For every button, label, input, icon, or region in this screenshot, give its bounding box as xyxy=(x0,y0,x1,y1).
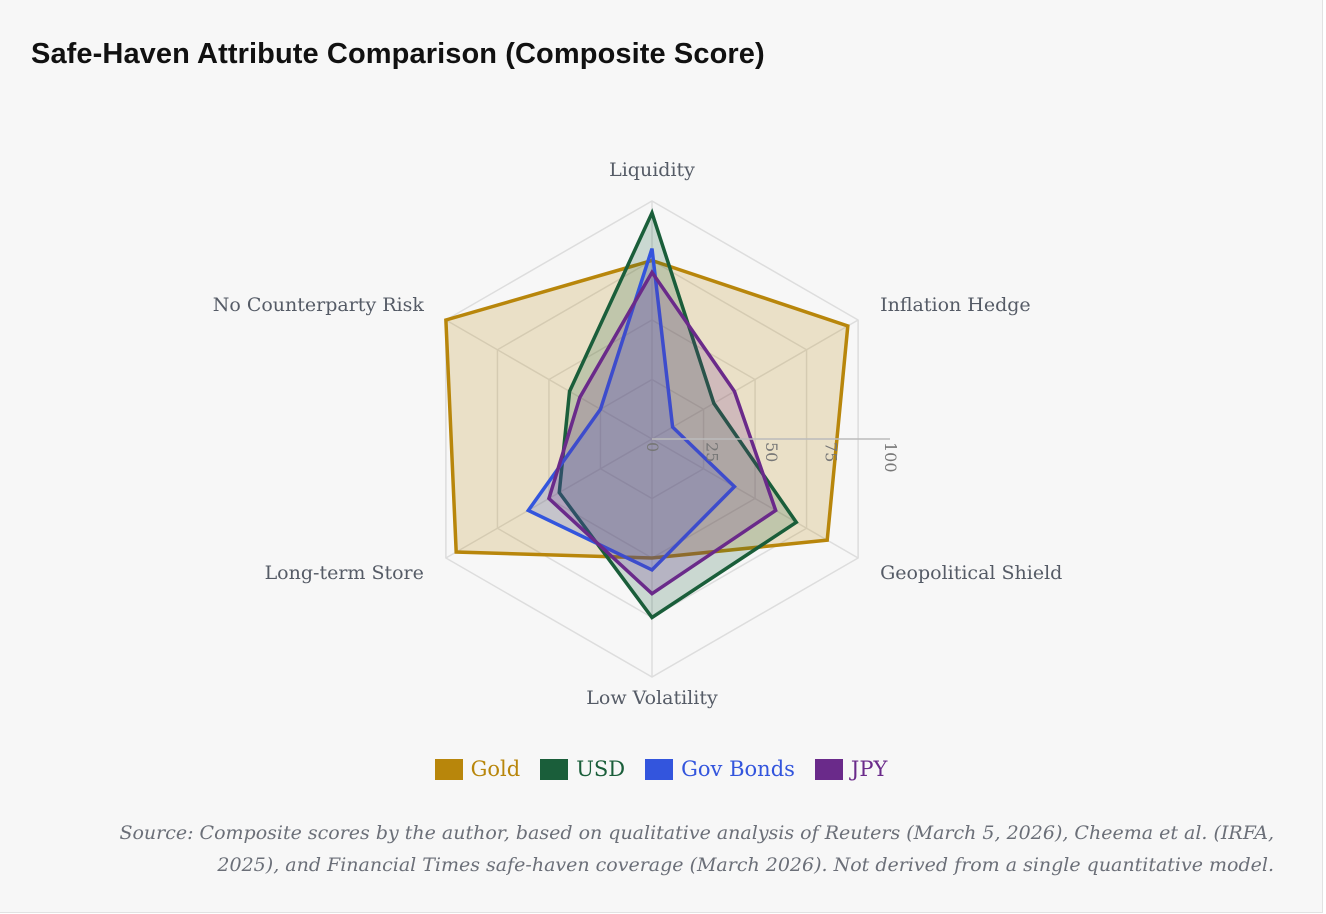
legend-item-usd[interactable]: USD xyxy=(540,757,625,781)
grid-spoke xyxy=(651,438,859,559)
legend-swatch xyxy=(540,758,569,780)
series-usd-area[interactable] xyxy=(557,208,799,620)
radial-tick-label: 25 xyxy=(703,442,722,462)
axis-label-liquidity: Liquidity xyxy=(609,159,695,181)
series-gov-bonds-area[interactable] xyxy=(525,248,737,573)
legend-item-gold[interactable]: Gold xyxy=(434,757,521,781)
grid-spoke xyxy=(445,319,653,440)
axis-label-no-counterparty-risk: No Counterparty Risk xyxy=(213,294,425,316)
radar-labels: 0 25 50 75 100 Liquidity Inflation Hedge Geopol… xyxy=(213,159,1063,709)
axis-label-geopolitical-shield: Geopolitical Shield xyxy=(880,562,1062,584)
axis-label-low-volatility: Low Volatility xyxy=(586,687,718,709)
radial-tick-label: 100 xyxy=(881,442,900,473)
radial-tick-label: 0 xyxy=(643,442,662,452)
series-jpy-area[interactable] xyxy=(546,269,778,596)
legend-swatch xyxy=(434,758,463,780)
legend-label: Gold xyxy=(470,757,521,781)
chart-legend: Gold USD Gov Bonds JPY xyxy=(0,757,1322,781)
radar-series xyxy=(444,208,850,620)
grid-spoke xyxy=(651,319,859,440)
legend-label: JPY xyxy=(850,757,888,781)
legend-item-jpy[interactable]: JPY xyxy=(814,757,888,781)
axis-label-long-term-store: Long-term Store xyxy=(265,562,424,584)
radial-tick-label: 75 xyxy=(822,442,841,462)
legend-label: Gov Bonds xyxy=(681,757,795,781)
legend-swatch xyxy=(645,758,674,780)
chart-title: Safe-Haven Attribute Comparison (Composi… xyxy=(31,38,765,70)
source-note: Source: Composite scores by the author, … xyxy=(119,822,1274,876)
axis-label-inflation-hedge: Inflation Hedge xyxy=(880,294,1031,316)
legend-swatch xyxy=(814,758,843,780)
legend-label: USD xyxy=(576,757,626,781)
legend-item-gov-bonds[interactable]: Gov Bonds xyxy=(645,757,795,781)
radial-tick-label: 50 xyxy=(762,442,781,462)
